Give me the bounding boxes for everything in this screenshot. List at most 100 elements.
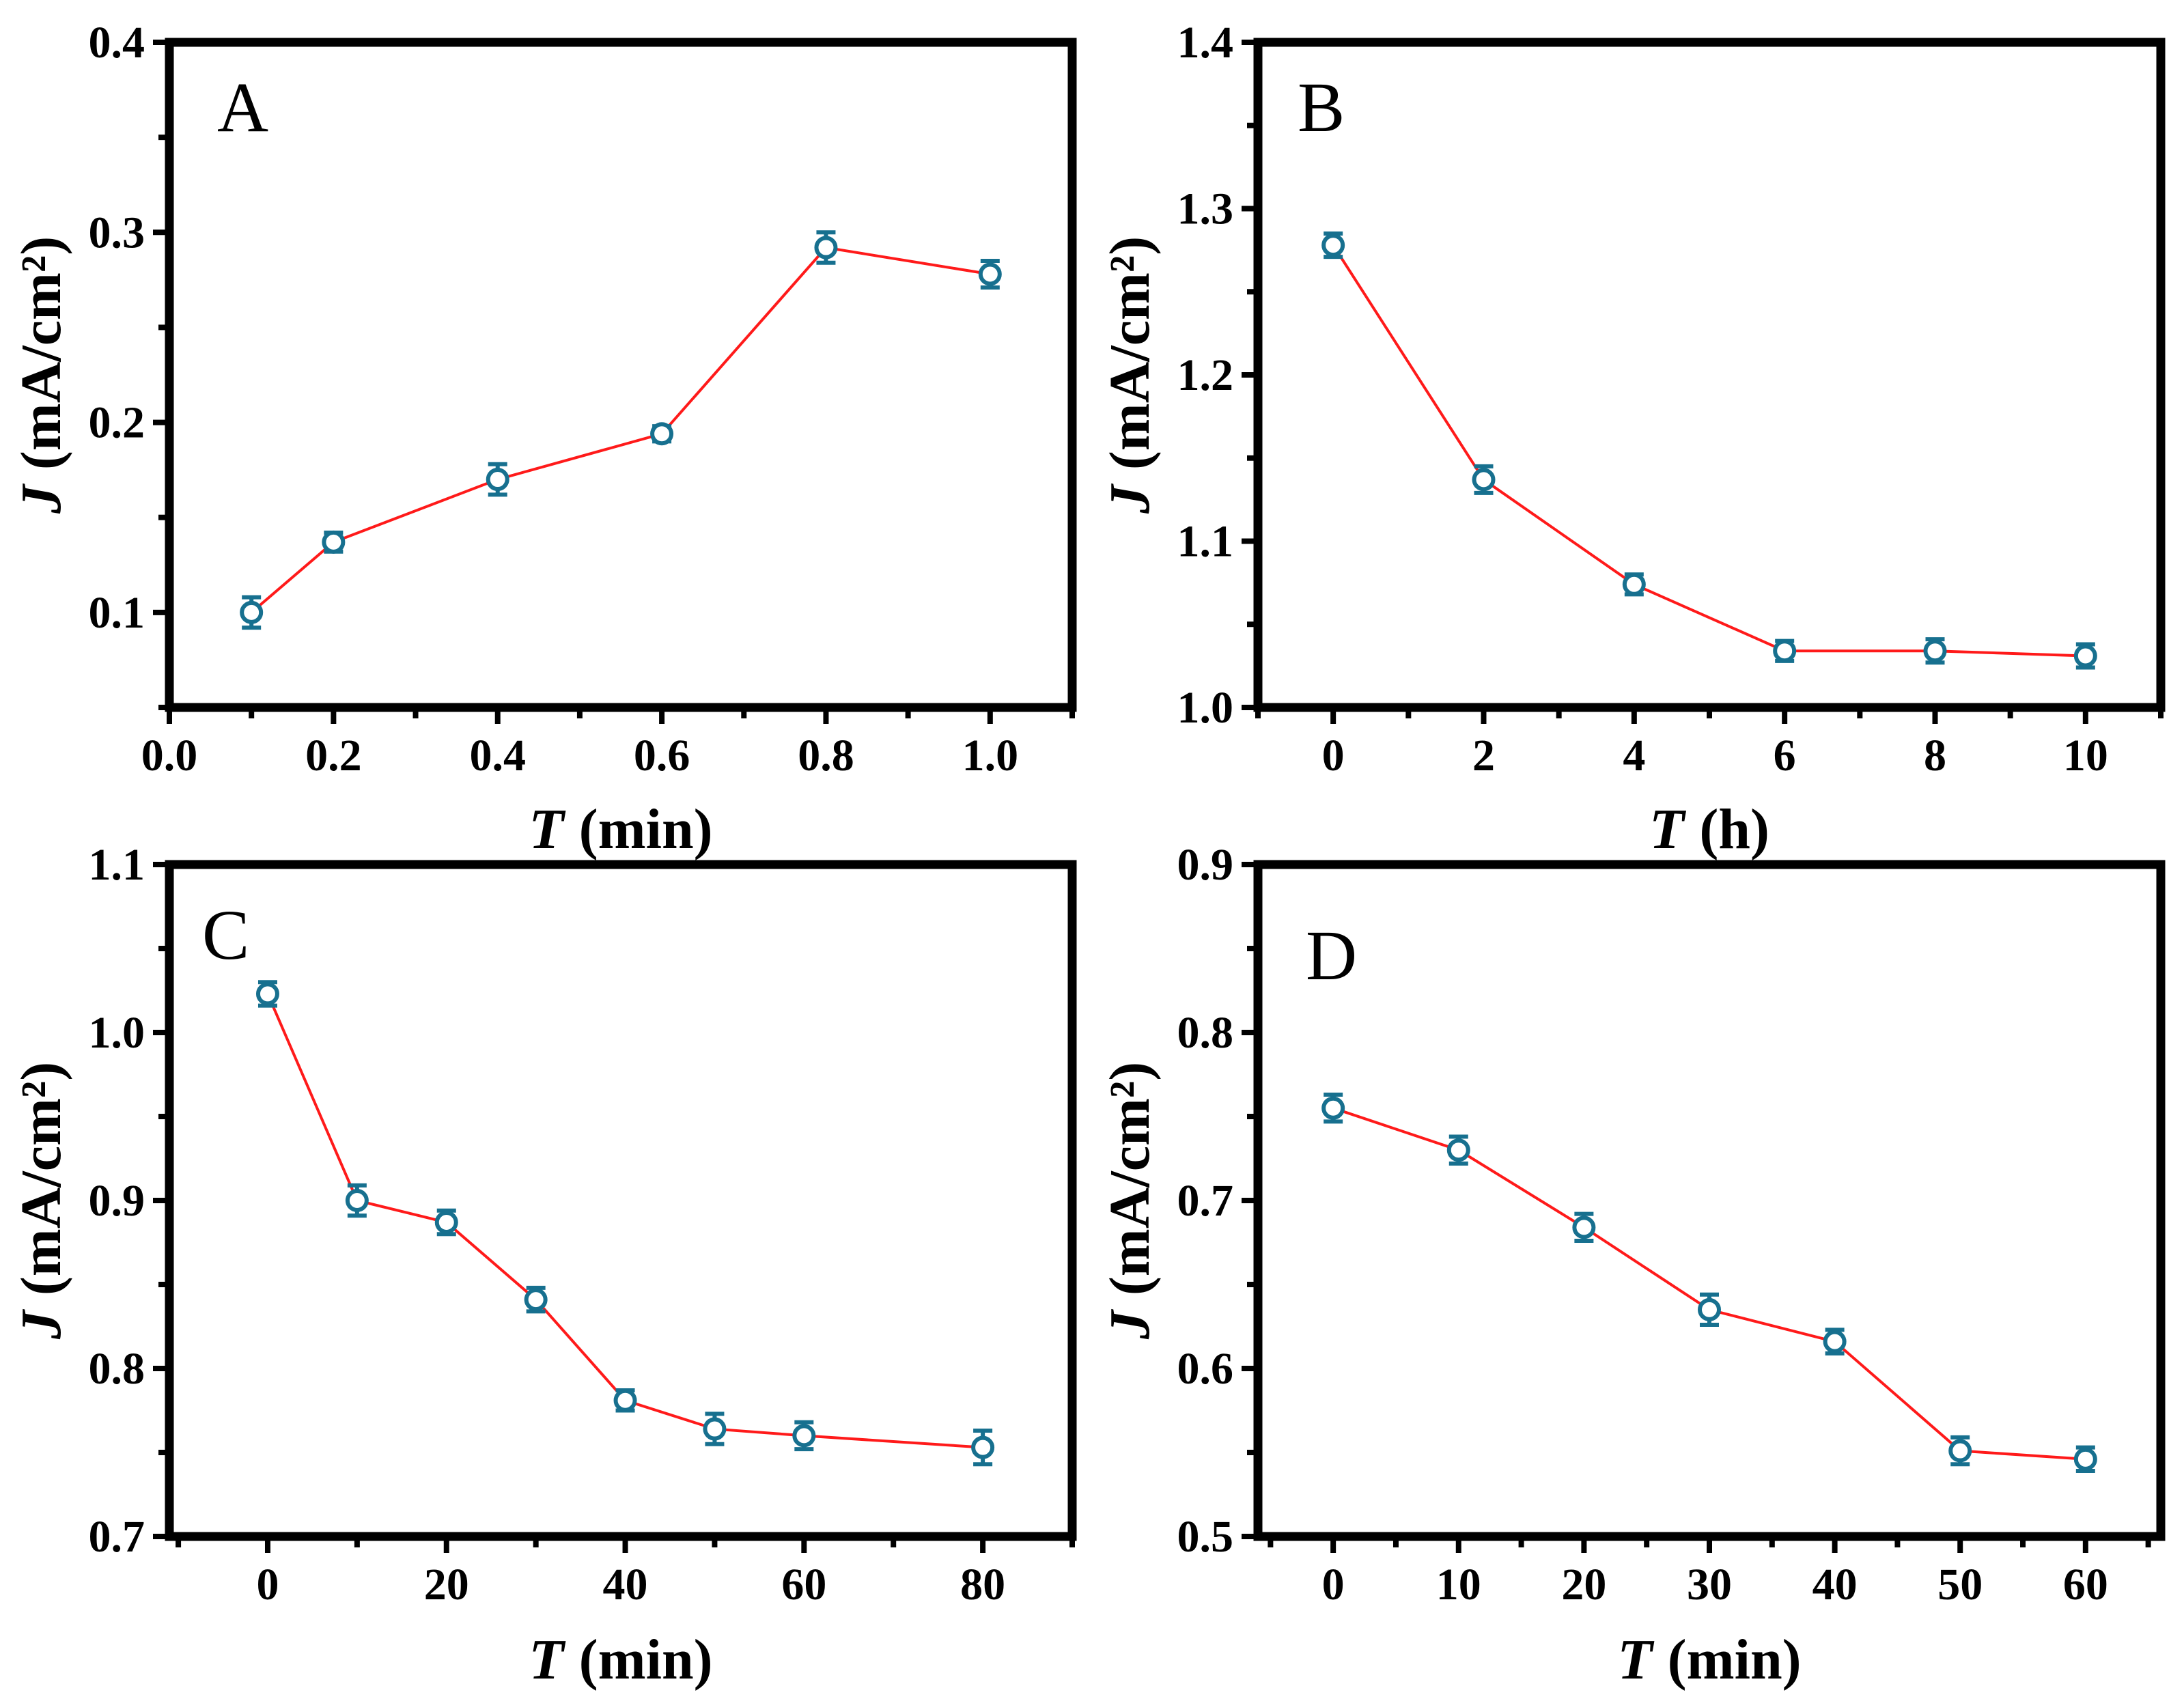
x-tick-label: 80: [960, 1560, 1005, 1610]
y-tick-label: 1.3: [1177, 184, 1234, 234]
x-tick-label: 0.4: [469, 731, 526, 781]
data-point: [1572, 1211, 1596, 1244]
series-line: [1332, 244, 2086, 658]
x-axis-variable: T: [529, 1628, 566, 1691]
x-axis-unit: (h): [1699, 798, 1769, 861]
data-marker: [486, 468, 509, 492]
x-tick-label: 50: [1937, 1560, 1983, 1610]
data-marker: [322, 530, 346, 554]
data-marker: [1823, 1330, 1847, 1353]
data-point: [486, 462, 509, 497]
data-marker: [2073, 1447, 2097, 1471]
y-tick-label: 0.4: [89, 18, 145, 68]
plot-area-frame: [165, 38, 1077, 712]
y-tick-label: 0.7: [89, 1512, 145, 1562]
y-axis-title: J (mA/cm²): [1098, 236, 1162, 514]
data-point: [255, 980, 279, 1008]
x-tick-label: 6: [1774, 731, 1796, 781]
data-point: [524, 1285, 548, 1314]
data-marker: [1773, 639, 1797, 663]
panel-b: 0 2 4 6 8 10 1.0 1.1 1.2 1.3 1.4 B T (h) J (mA/cm²): [1098, 18, 2166, 861]
y-tick-label: 1.1: [1177, 517, 1234, 567]
data-point: [1472, 464, 1496, 495]
x-tick-label: 0.6: [634, 731, 690, 781]
y-tick-label: 0.8: [1177, 1008, 1234, 1058]
panel-a-marks: [240, 230, 1002, 630]
x-tick-label: 0.2: [305, 731, 362, 781]
x-tick-label: 30: [1687, 1560, 1732, 1610]
data-marker: [1446, 1138, 1470, 1162]
y-tick-label: 1.1: [89, 840, 145, 890]
x-axis-unit: (min): [579, 798, 713, 861]
x-tick-label: 20: [424, 1560, 469, 1610]
x-tick-label: 0: [256, 1560, 279, 1610]
y-axis-unit: (mA/cm²): [1098, 1062, 1162, 1295]
y-axis-unit: (mA/cm²): [1098, 236, 1162, 470]
data-point: [613, 1388, 637, 1413]
y-tick-label: 0.1: [89, 588, 145, 638]
data-point: [1923, 637, 1947, 665]
panel-d-ticks: 0 10 20 30 40 50 60 0.5 0.6 0.7 0.8 0.9: [1177, 840, 2151, 1610]
x-tick-label: 60: [2063, 1560, 2108, 1610]
data-marker: [524, 1288, 548, 1312]
y-axis-unit: (mA/cm²): [10, 1062, 73, 1295]
x-tick-label: 0: [1322, 1560, 1345, 1610]
panel-c-marks: [255, 980, 995, 1467]
data-point: [814, 230, 838, 265]
x-tick-label: 4: [1623, 731, 1645, 781]
y-tick-label: 0.5: [1177, 1512, 1234, 1562]
y-axis-variable: J: [1098, 483, 1162, 514]
data-point: [792, 1420, 816, 1452]
data-marker: [1572, 1216, 1596, 1239]
panel-label: D: [1306, 916, 1357, 995]
y-axis-variable: J: [10, 483, 73, 514]
x-tick-label: 1.0: [962, 731, 1019, 781]
x-tick-label: 40: [603, 1560, 648, 1610]
x-tick-label: 10: [2063, 731, 2108, 781]
data-point: [434, 1208, 458, 1237]
y-tick-label: 0.9: [1177, 840, 1234, 890]
panel-d-marks: [1321, 1093, 2097, 1474]
data-point: [1948, 1435, 1972, 1467]
data-marker: [1472, 468, 1496, 492]
series-line: [1332, 1106, 2086, 1461]
data-point: [1773, 638, 1797, 663]
data-marker: [240, 600, 264, 624]
y-tick-label: 0.3: [89, 208, 145, 257]
y-tick-label: 0.9: [89, 1176, 145, 1226]
panel-a: 0.0 0.2 0.4 0.6 0.8 1.00.10.20.30.4 A T (min) …: [10, 18, 1077, 861]
data-marker: [814, 236, 838, 259]
data-marker: [1948, 1439, 1972, 1463]
plot-area-frame: [1253, 860, 2166, 1541]
data-marker: [978, 262, 1002, 286]
data-marker: [255, 982, 279, 1006]
data-point: [703, 1412, 727, 1446]
data-marker: [2073, 644, 2097, 668]
data-marker: [971, 1435, 995, 1459]
x-axis-title: T (h): [1649, 798, 1769, 861]
data-marker: [1698, 1297, 1721, 1321]
y-tick-label: 1.0: [1177, 683, 1234, 733]
data-point: [345, 1183, 369, 1218]
panel-b-marks: [1321, 231, 2097, 670]
panel-label: C: [202, 896, 249, 974]
data-point: [650, 422, 674, 446]
data-point: [2073, 1445, 2097, 1474]
data-point: [971, 1429, 995, 1467]
x-axis-title: T (min): [529, 1628, 712, 1691]
x-tick-label: 8: [1924, 731, 1946, 781]
y-tick-label: 1.0: [89, 1008, 145, 1058]
x-tick-label: 60: [781, 1560, 826, 1610]
data-point: [322, 530, 346, 554]
data-marker: [703, 1417, 727, 1441]
data-marker: [434, 1210, 458, 1234]
panel-d: 0 10 20 30 40 50 60 0.5 0.6 0.7 0.8 0.9 D T (min) J (…: [1098, 840, 2166, 1691]
y-tick-label: 1.2: [1177, 350, 1234, 400]
x-tick-label: 0: [1322, 731, 1345, 781]
x-tick-label: 0.0: [141, 731, 198, 781]
data-point: [2073, 642, 2097, 670]
plot-area-frame: [1253, 38, 2166, 712]
x-axis-variable: T: [529, 798, 566, 861]
y-axis-unit: (mA/cm²): [10, 236, 73, 470]
plot-area-frame: [165, 860, 1077, 1541]
